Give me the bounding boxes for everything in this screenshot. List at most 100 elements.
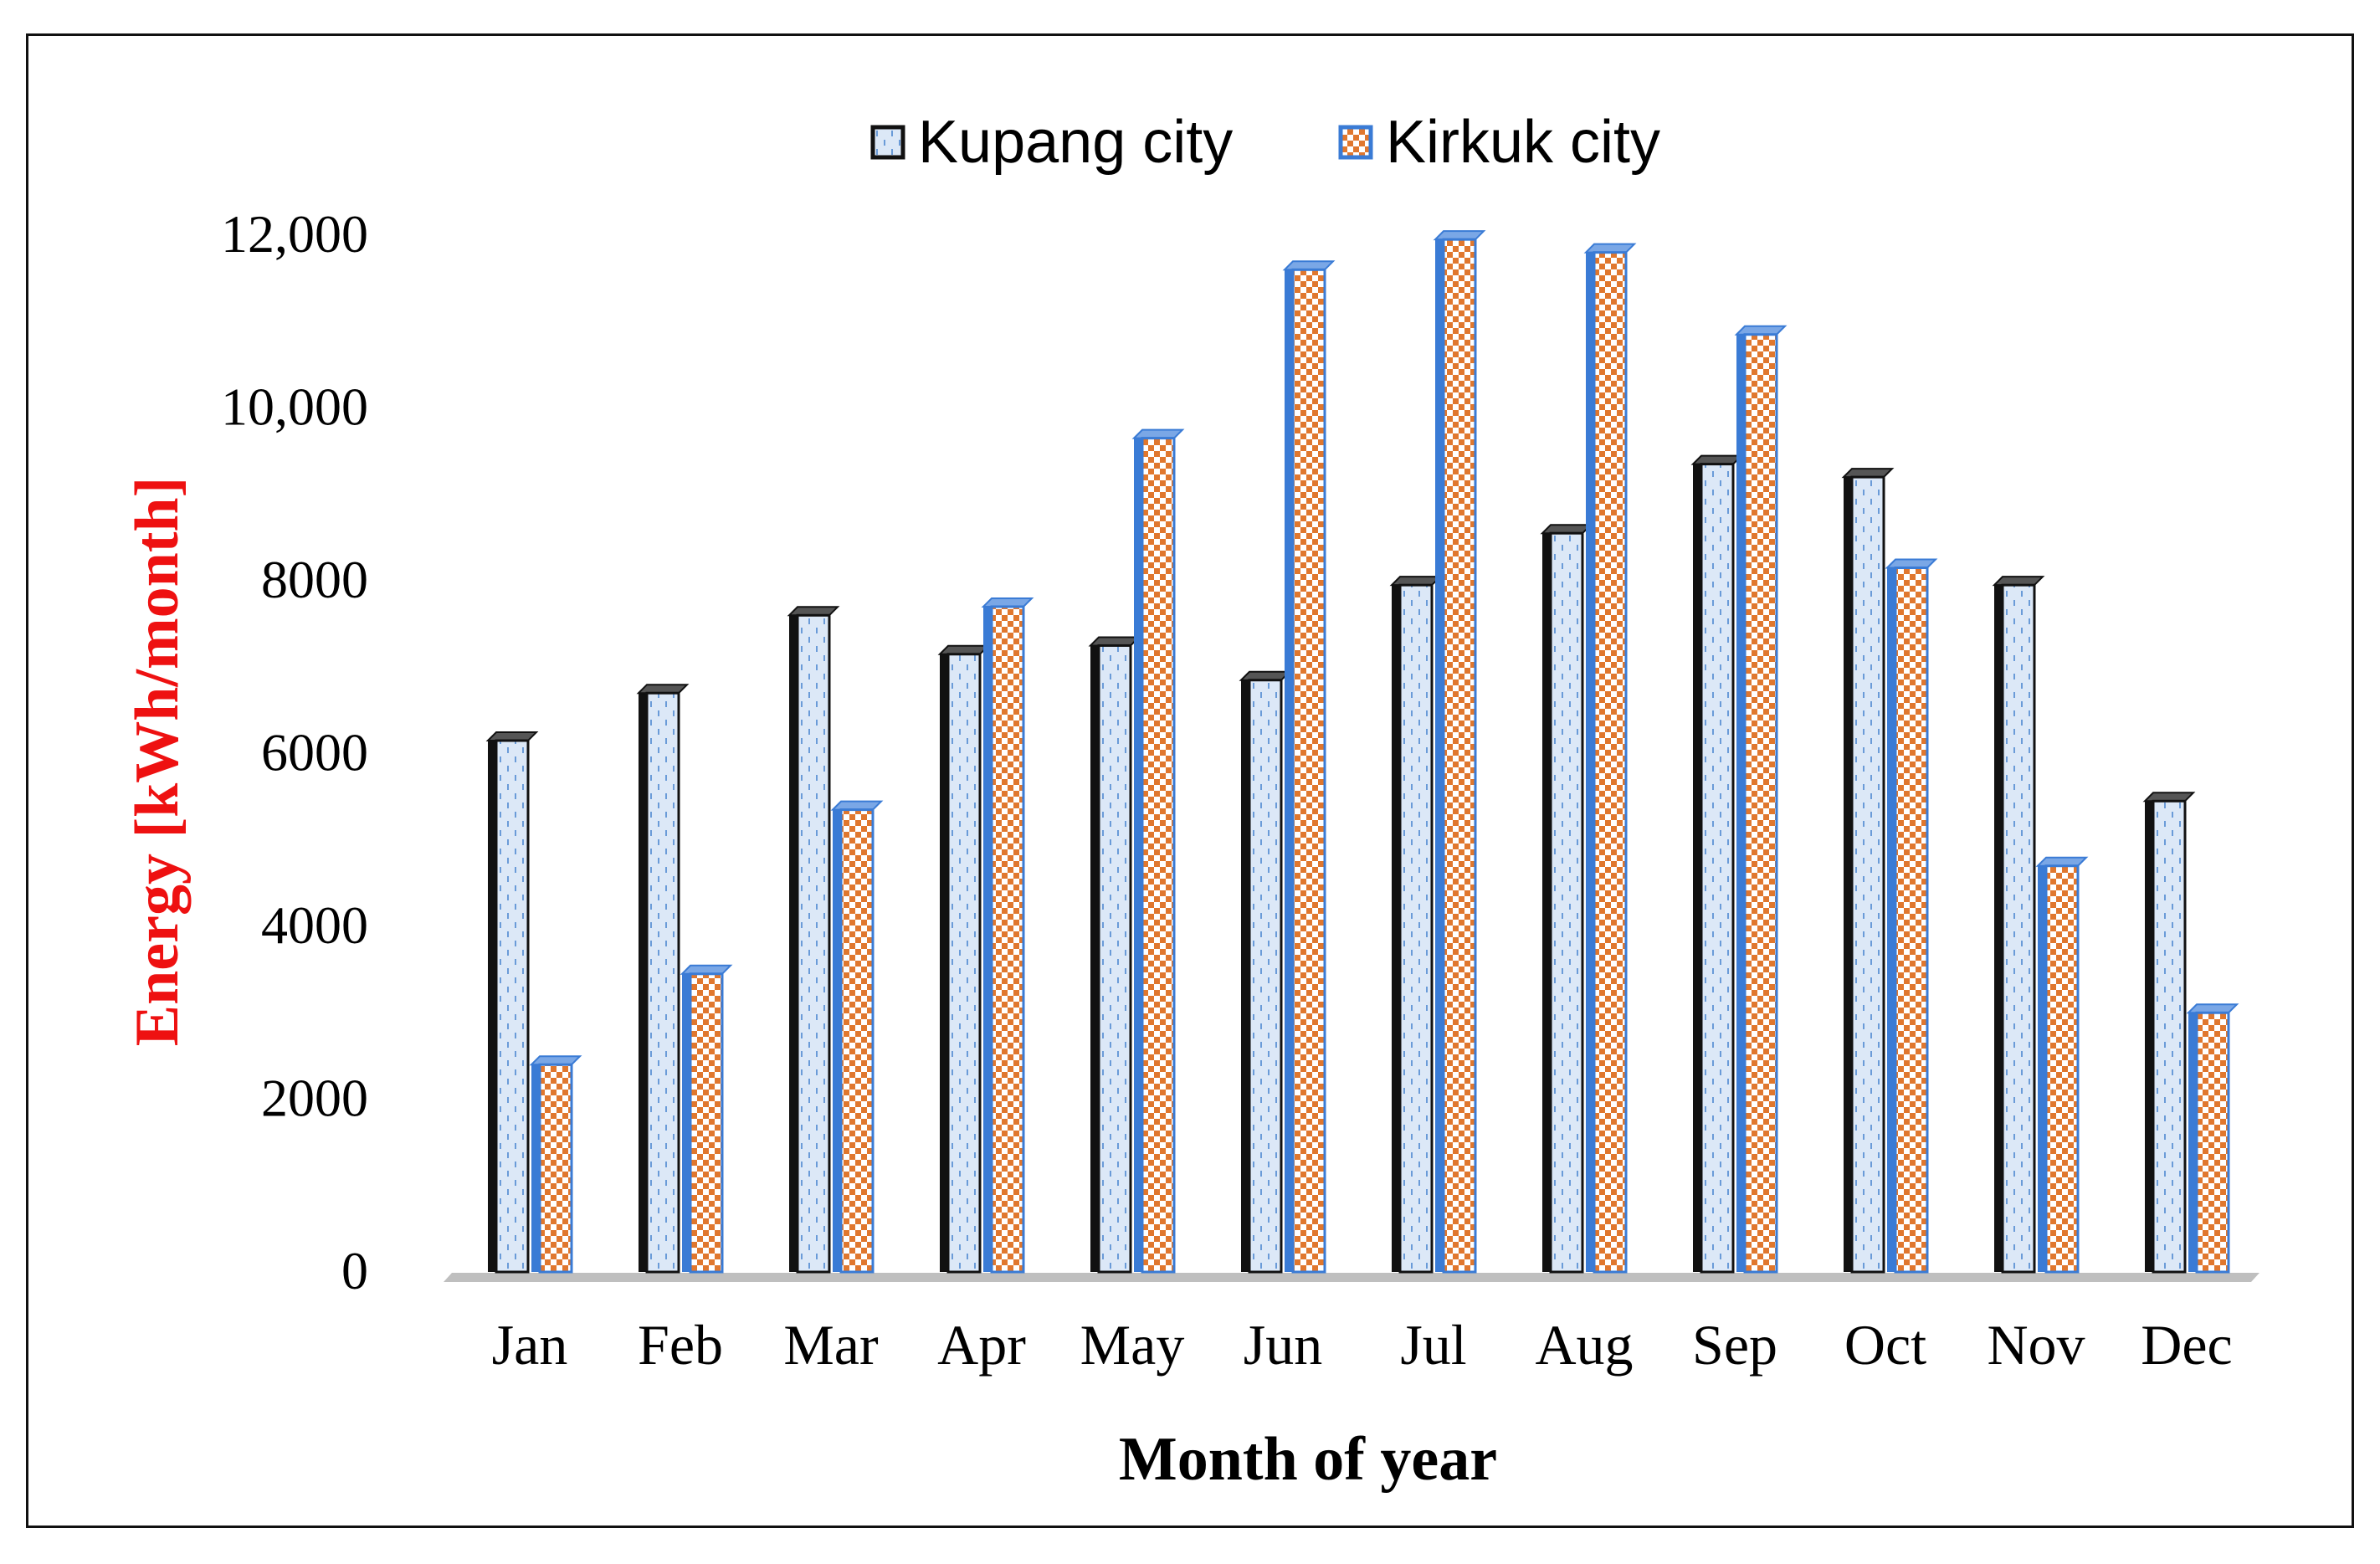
- bar-front: [1850, 475, 1885, 1274]
- bar-side: [639, 685, 647, 1272]
- legend-swatch-kupang: [870, 125, 905, 160]
- bar-kupang-jun: [1239, 670, 1292, 1274]
- x-tick-label-apr: Apr: [937, 1313, 1026, 1377]
- bar-kirkuk-aug: [1583, 243, 1637, 1274]
- bar-side: [1542, 525, 1551, 1272]
- bar-side: [2188, 1004, 2197, 1272]
- y-tick-label: 0: [341, 1241, 368, 1300]
- bar-front: [1398, 583, 1434, 1274]
- x-tick-label-nov: Nov: [1987, 1313, 2085, 1377]
- bar-top: [1389, 576, 1443, 587]
- bar-front: [839, 808, 875, 1274]
- y-axis-ticks: 0 2000 4000 6000 8000 10,000 12,000: [221, 204, 368, 1300]
- x-tick-label-feb: Feb: [638, 1313, 723, 1377]
- bar-front: [689, 972, 724, 1274]
- bar-kirkuk-jul: [1433, 230, 1486, 1274]
- x-tick-label-jan: Jan: [492, 1313, 568, 1377]
- bar-side: [2145, 792, 2153, 1272]
- bars: [485, 230, 2239, 1274]
- bar-kirkuk-mar: [830, 800, 884, 1274]
- x-tick-label-dec: Dec: [2141, 1313, 2232, 1377]
- legend-label-kupang: Kupang city: [918, 109, 1233, 176]
- bar-front: [990, 605, 1025, 1274]
- y-tick-label: 10,000: [221, 377, 368, 437]
- legend-label-kirkuk: Kirkuk city: [1386, 109, 1660, 176]
- bar-side: [1285, 261, 1293, 1272]
- bar-front: [645, 691, 680, 1274]
- bar-kupang-sep: [1690, 454, 1744, 1274]
- x-tick-label-may: May: [1080, 1313, 1185, 1377]
- x-tick-label-jul: Jul: [1400, 1313, 1466, 1377]
- x-tick-label-mar: Mar: [783, 1313, 879, 1377]
- bar-front: [1141, 437, 1176, 1274]
- floor-plane: [444, 1273, 2259, 1282]
- bar-front: [1291, 268, 1326, 1274]
- bar-side: [1392, 577, 1400, 1272]
- bar-side: [940, 645, 948, 1272]
- bar-side: [1586, 244, 1594, 1272]
- bar-side: [1435, 231, 1444, 1273]
- x-tick-label-aug: Aug: [1535, 1313, 1633, 1377]
- bar-top: [981, 597, 1034, 608]
- bar-front: [1894, 567, 1929, 1274]
- bar-front: [1549, 531, 1584, 1274]
- bar-front: [946, 653, 982, 1274]
- bar-kupang-jan: [485, 731, 539, 1274]
- chart-floor: [444, 1273, 2259, 1282]
- bar-kirkuk-feb: [680, 964, 733, 1274]
- bar-top: [1690, 454, 1744, 465]
- bar-side: [1134, 429, 1142, 1272]
- x-axis-label: Month of year: [1119, 1425, 1497, 1494]
- bar-top: [830, 800, 884, 811]
- bar-top: [1433, 230, 1486, 241]
- bar-kupang-feb: [636, 684, 690, 1274]
- bar-side: [531, 1056, 540, 1272]
- y-axis-label: Energy [kWh/month]: [123, 477, 192, 1046]
- bar-top: [1841, 468, 1895, 479]
- bar-side: [488, 732, 496, 1272]
- bar-kupang-aug: [1540, 524, 1593, 1274]
- bar-kirkuk-nov: [2035, 856, 2089, 1274]
- bar-kirkuk-jan: [529, 1055, 582, 1274]
- bar-kupang-apr: [937, 644, 991, 1274]
- bar-front: [2152, 799, 2187, 1274]
- bar-front: [1593, 251, 1628, 1274]
- y-tick-label: 12,000: [221, 204, 368, 264]
- bar-front: [2001, 583, 2036, 1274]
- bar-kupang-dec: [2142, 792, 2196, 1274]
- bar-side: [983, 597, 992, 1272]
- bar-side: [833, 801, 841, 1272]
- y-tick-label: 4000: [261, 895, 368, 955]
- bar-top: [1992, 576, 2045, 587]
- x-axis-categories: Jan Feb Mar Apr May Jun Jul Aug Sep Oct Nov Dec: [492, 1313, 2233, 1377]
- x-tick-label-sep: Sep: [1692, 1313, 1777, 1377]
- bar-side: [1994, 577, 2003, 1272]
- bar-front: [1248, 679, 1283, 1274]
- bar-side: [1241, 671, 1249, 1272]
- bar-front: [1097, 644, 1132, 1274]
- bar-kupang-oct: [1841, 468, 1895, 1274]
- bar-kirkuk-may: [1131, 428, 1185, 1274]
- bar-front: [1743, 333, 1778, 1274]
- y-tick-label: 2000: [261, 1069, 368, 1128]
- legend-item-kupang: Kupang city: [870, 109, 1233, 176]
- bar-side: [1693, 455, 1701, 1272]
- bar-top: [1239, 670, 1292, 681]
- bar-kupang-may: [1088, 636, 1141, 1274]
- bar-kirkuk-oct: [1885, 558, 1938, 1274]
- bar-top: [2142, 792, 2196, 803]
- bar-kirkuk-sep: [1734, 325, 1788, 1274]
- legend-item-kirkuk: Kirkuk city: [1338, 109, 1660, 176]
- bar-top: [529, 1055, 582, 1066]
- bar-side: [682, 965, 690, 1272]
- bar-side: [1090, 637, 1099, 1272]
- bar-top: [787, 606, 840, 617]
- bar-front: [2044, 864, 2080, 1274]
- x-tick-label-oct: Oct: [1844, 1313, 1926, 1377]
- y-tick-label: 6000: [261, 723, 368, 782]
- bar-kupang-nov: [1992, 576, 2045, 1274]
- bar-kirkuk-apr: [981, 597, 1034, 1274]
- bar-front: [538, 1063, 573, 1274]
- bar-front: [495, 739, 530, 1274]
